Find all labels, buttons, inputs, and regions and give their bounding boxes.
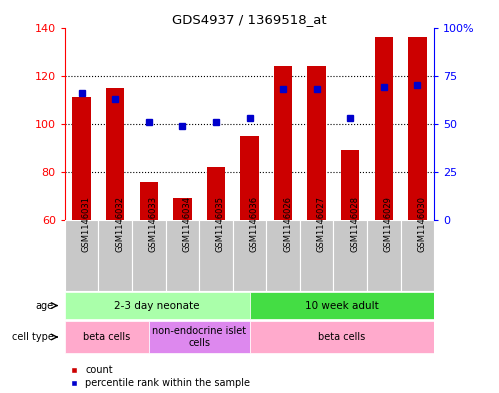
Text: GSM1146026: GSM1146026 bbox=[283, 196, 292, 252]
Legend: count, percentile rank within the sample: count, percentile rank within the sample bbox=[70, 365, 250, 388]
FancyBboxPatch shape bbox=[401, 220, 434, 291]
FancyBboxPatch shape bbox=[98, 220, 132, 291]
Text: non-endocrine islet
cells: non-endocrine islet cells bbox=[152, 326, 246, 348]
Text: GSM1146035: GSM1146035 bbox=[216, 196, 225, 252]
Text: GSM1146036: GSM1146036 bbox=[250, 196, 258, 252]
FancyBboxPatch shape bbox=[199, 220, 233, 291]
Text: age: age bbox=[35, 301, 54, 310]
Bar bbox=[408, 37, 427, 220]
Bar bbox=[207, 167, 225, 220]
Text: GSM1146027: GSM1146027 bbox=[317, 196, 326, 252]
Text: GSM1146034: GSM1146034 bbox=[182, 196, 191, 252]
FancyBboxPatch shape bbox=[65, 220, 98, 291]
Bar bbox=[140, 182, 158, 220]
Text: GSM1146031: GSM1146031 bbox=[82, 196, 91, 252]
Text: GSM1146032: GSM1146032 bbox=[115, 196, 124, 252]
FancyBboxPatch shape bbox=[300, 220, 333, 291]
Bar bbox=[173, 198, 192, 220]
Text: GSM1146030: GSM1146030 bbox=[417, 196, 426, 252]
Bar bbox=[72, 97, 91, 220]
FancyBboxPatch shape bbox=[233, 220, 266, 291]
FancyBboxPatch shape bbox=[367, 220, 401, 291]
Text: GSM1146033: GSM1146033 bbox=[149, 196, 158, 252]
Text: cell type: cell type bbox=[12, 332, 54, 342]
FancyBboxPatch shape bbox=[65, 321, 149, 353]
Bar bbox=[106, 88, 124, 220]
Text: 10 week adult: 10 week adult bbox=[305, 301, 379, 310]
Text: beta cells: beta cells bbox=[318, 332, 365, 342]
Text: GSM1146029: GSM1146029 bbox=[384, 196, 393, 252]
FancyBboxPatch shape bbox=[149, 321, 250, 353]
FancyBboxPatch shape bbox=[250, 321, 434, 353]
FancyBboxPatch shape bbox=[250, 292, 434, 319]
FancyBboxPatch shape bbox=[132, 220, 166, 291]
Bar bbox=[240, 136, 258, 220]
Text: GSM1146028: GSM1146028 bbox=[350, 196, 359, 252]
Bar bbox=[307, 66, 326, 220]
FancyBboxPatch shape bbox=[333, 220, 367, 291]
FancyBboxPatch shape bbox=[65, 292, 250, 319]
Bar bbox=[341, 150, 359, 220]
Bar bbox=[375, 37, 393, 220]
Text: 2-3 day neonate: 2-3 day neonate bbox=[114, 301, 200, 310]
Title: GDS4937 / 1369518_at: GDS4937 / 1369518_at bbox=[172, 13, 327, 26]
FancyBboxPatch shape bbox=[266, 220, 300, 291]
Text: beta cells: beta cells bbox=[83, 332, 130, 342]
Bar bbox=[274, 66, 292, 220]
FancyBboxPatch shape bbox=[166, 220, 199, 291]
